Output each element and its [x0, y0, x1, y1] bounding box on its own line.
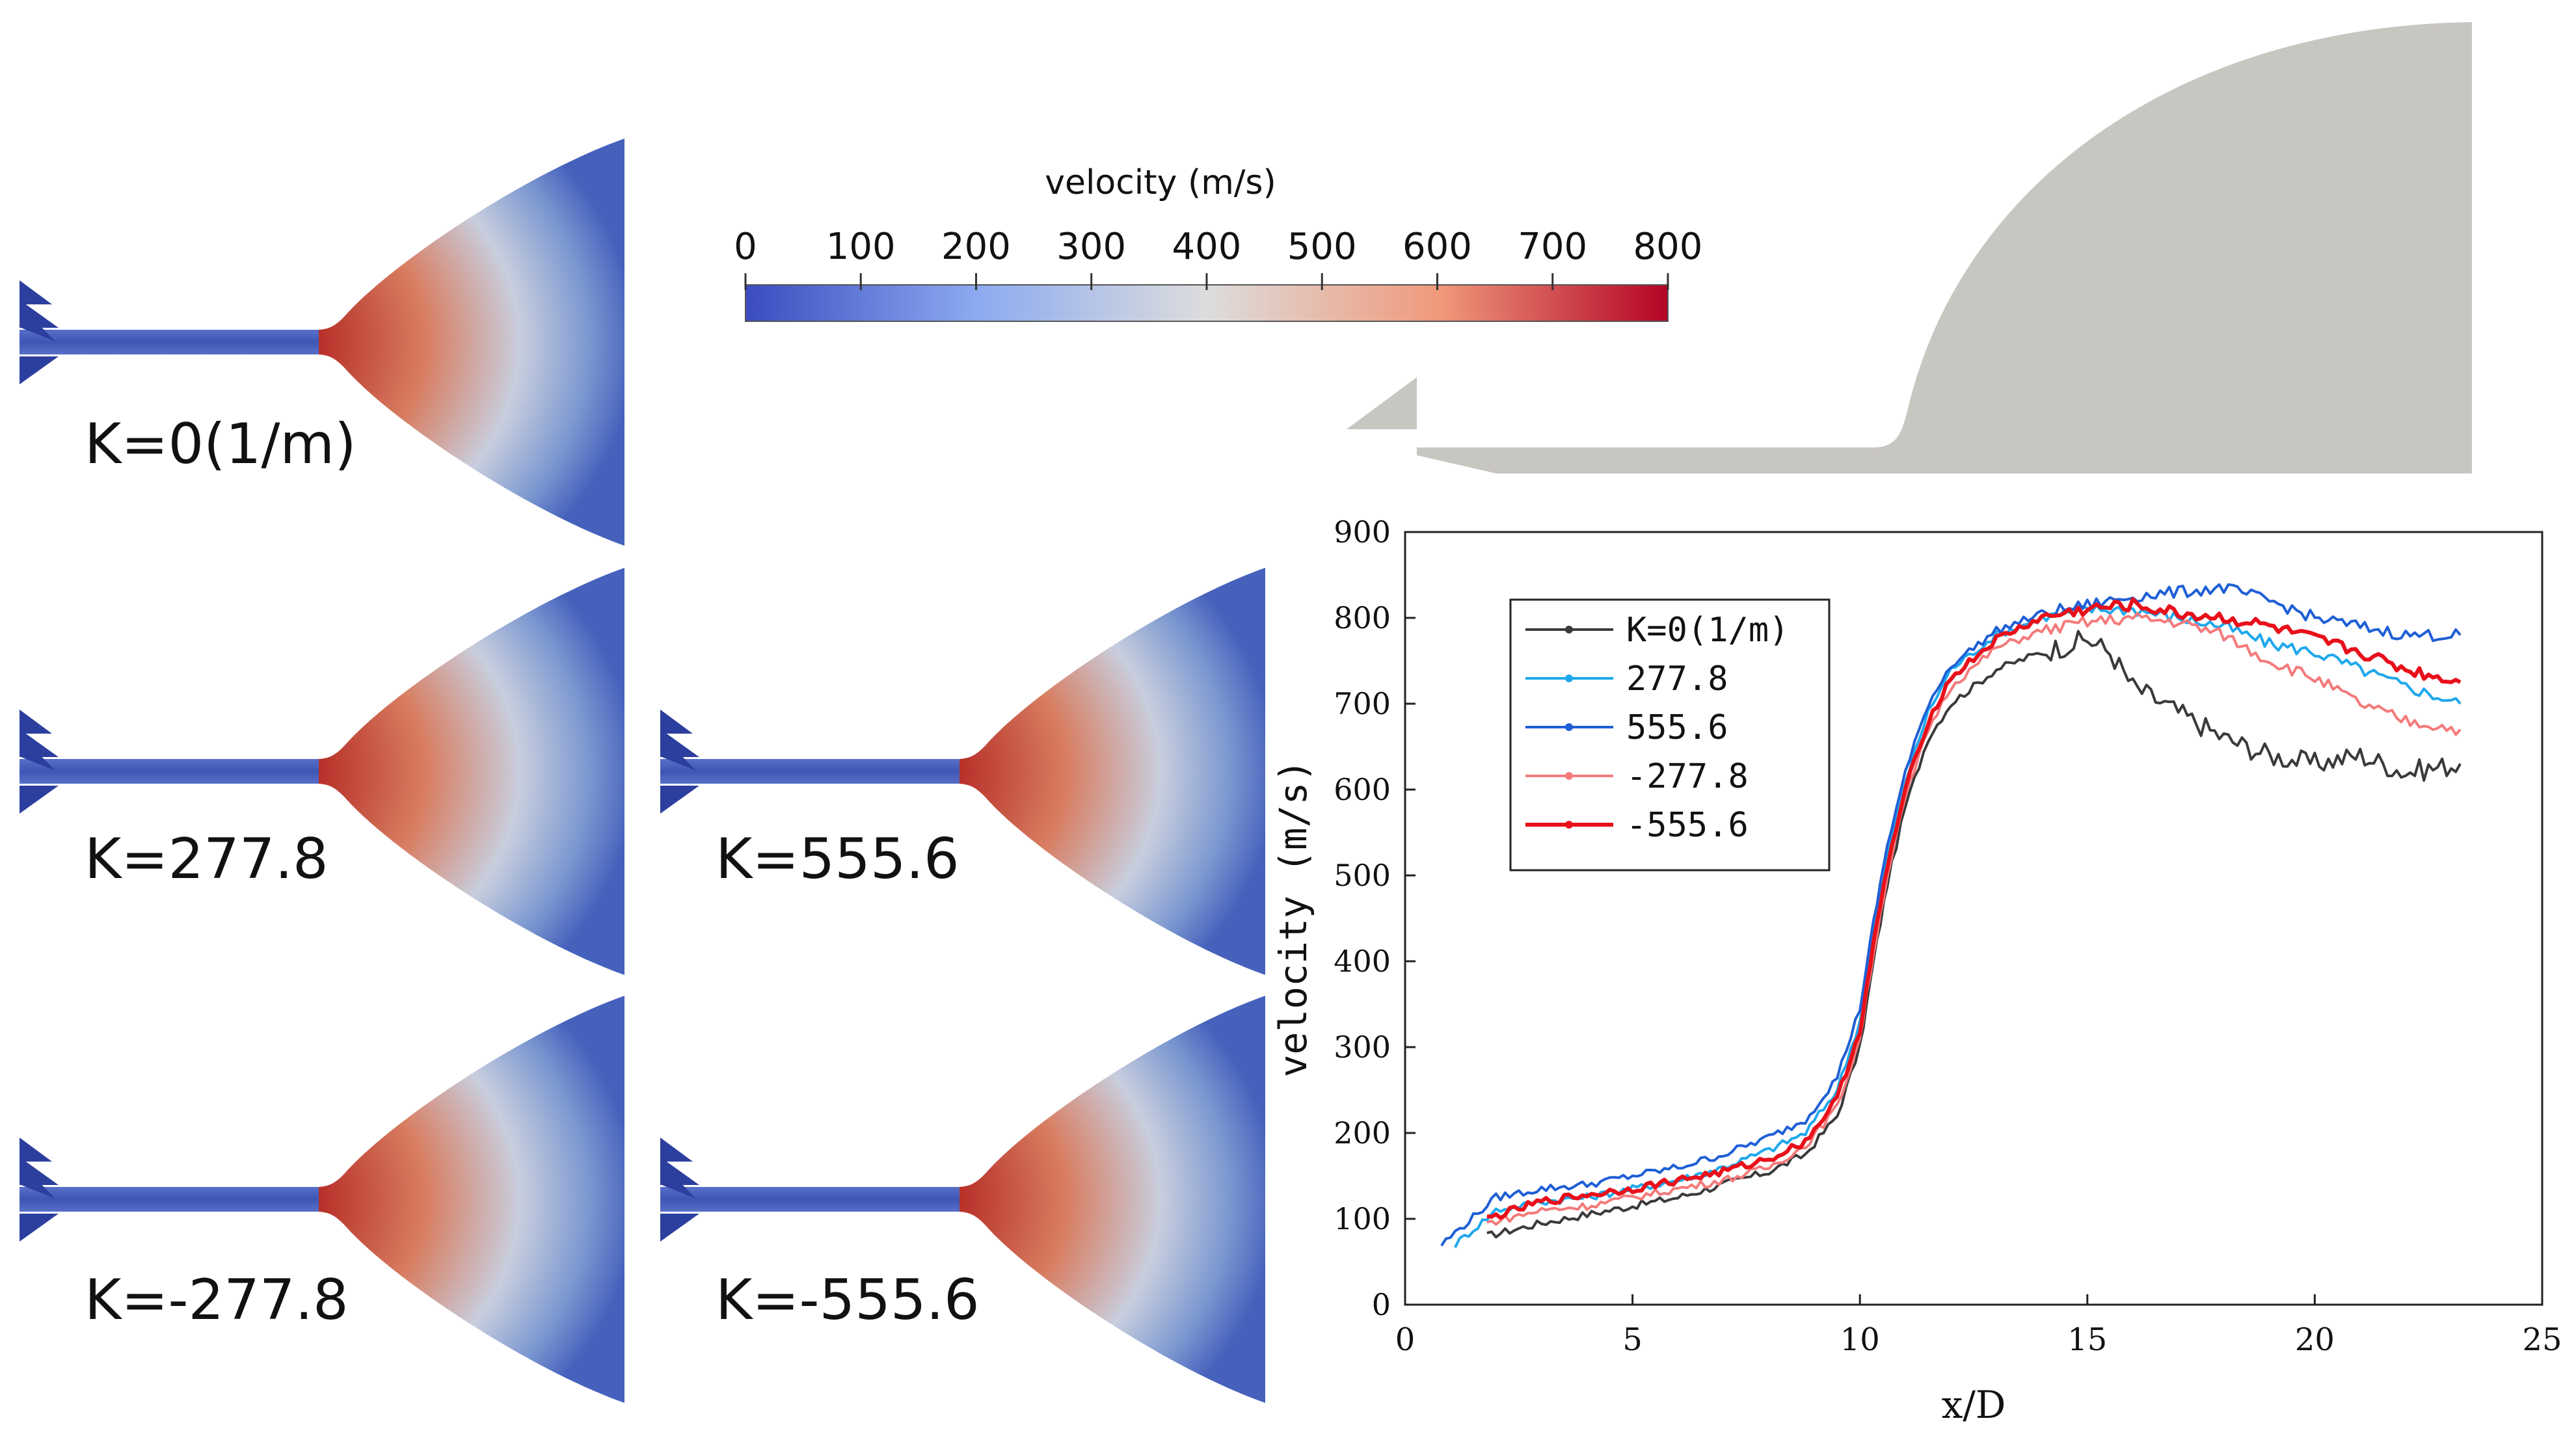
- colorbar-tick-label: 300: [1056, 226, 1126, 268]
- legend-entry-label: -277.8: [1626, 757, 1749, 796]
- colorbar-tick-label: 400: [1172, 226, 1242, 268]
- x-tick-label: 10: [1840, 1322, 1880, 1358]
- nozzle-panel-k277: K=277.8: [20, 568, 624, 975]
- legend-marker: [1565, 723, 1573, 731]
- y-tick-label: 400: [1334, 944, 1391, 979]
- x-tick-label: 25: [2522, 1322, 2562, 1358]
- line-chart: 0 5 10 15 20 25 0100200300400500600700800900 …: [1271, 514, 2562, 1427]
- legend-entry-label: 277.8: [1626, 659, 1728, 699]
- y-tick-label: 600: [1334, 772, 1391, 807]
- legend-marker: [1565, 674, 1573, 682]
- colorbar-tick-label: 100: [826, 226, 896, 268]
- series-line-0: [1486, 630, 2462, 1239]
- y-tick-label: 200: [1334, 1115, 1391, 1151]
- colorbar-tick-label: 500: [1287, 226, 1357, 268]
- x-tick-label: 0: [1395, 1322, 1415, 1358]
- nozzle-panel-k-277: K=-277.8: [20, 996, 624, 1403]
- x-tick-label: 20: [2295, 1322, 2335, 1358]
- series-line-3: [1486, 611, 2462, 1226]
- legend-marker: [1565, 626, 1573, 633]
- panel-label: K=277.8: [85, 827, 329, 892]
- y-tick-label: 700: [1334, 686, 1391, 721]
- y-tick-label: 300: [1334, 1030, 1391, 1065]
- legend: K=0(1/m) 277.8 555.6 -277.8 -555.6: [1509, 598, 1831, 872]
- legend-entry-label: 555.6: [1626, 708, 1728, 747]
- colorbar-tick-label: 200: [941, 226, 1011, 268]
- nozzle-panel-k-555: K=-555.6: [660, 996, 1265, 1403]
- panel-label: K=0(1/m): [85, 412, 356, 477]
- y-tick-label: 100: [1334, 1201, 1391, 1236]
- nozzle-panel-k555: K=555.6: [660, 568, 1265, 975]
- legend-entry-label: K=0(1/m): [1626, 611, 1789, 650]
- y-tick-label: 500: [1334, 858, 1391, 893]
- panel-label: K=-277.8: [85, 1268, 349, 1333]
- y-tick-label: 800: [1334, 600, 1391, 635]
- series-line-4: [1486, 597, 2462, 1220]
- colorbar-title: velocity (m/s): [1045, 163, 1276, 202]
- plot-frame: [1404, 531, 2543, 1306]
- legend-marker: [1565, 821, 1573, 829]
- colorbar-tick-label: 700: [1518, 226, 1587, 268]
- x-axis-label: x/D: [1942, 1383, 2006, 1427]
- colorbar: velocity (m/s) 0 100 200 300 400 500 600 700 800: [734, 163, 1703, 322]
- panel-label: K=555.6: [716, 827, 959, 892]
- legend-entry-label: -555.6: [1626, 806, 1749, 845]
- y-tick-label: 900: [1334, 514, 1391, 550]
- y-axis-label: velocity (m/s): [1271, 760, 1315, 1078]
- x-tick-label: 15: [2067, 1322, 2107, 1358]
- y-tick-label: 0: [1372, 1287, 1391, 1322]
- colorbar-tick-label: 0: [734, 226, 757, 268]
- nozzle-geometry-silhouette: [1347, 22, 2472, 473]
- series-line-2: [1440, 583, 2462, 1247]
- nozzle-panel-k0: K=0(1/m): [20, 139, 624, 546]
- panel-label: K=-555.6: [716, 1268, 980, 1333]
- colorbar-gradient: [745, 284, 1669, 322]
- x-tick-label: 5: [1622, 1322, 1643, 1358]
- legend-marker: [1565, 772, 1573, 780]
- colorbar-tick-label: 600: [1402, 226, 1472, 268]
- colorbar-tick-label: 800: [1633, 226, 1703, 268]
